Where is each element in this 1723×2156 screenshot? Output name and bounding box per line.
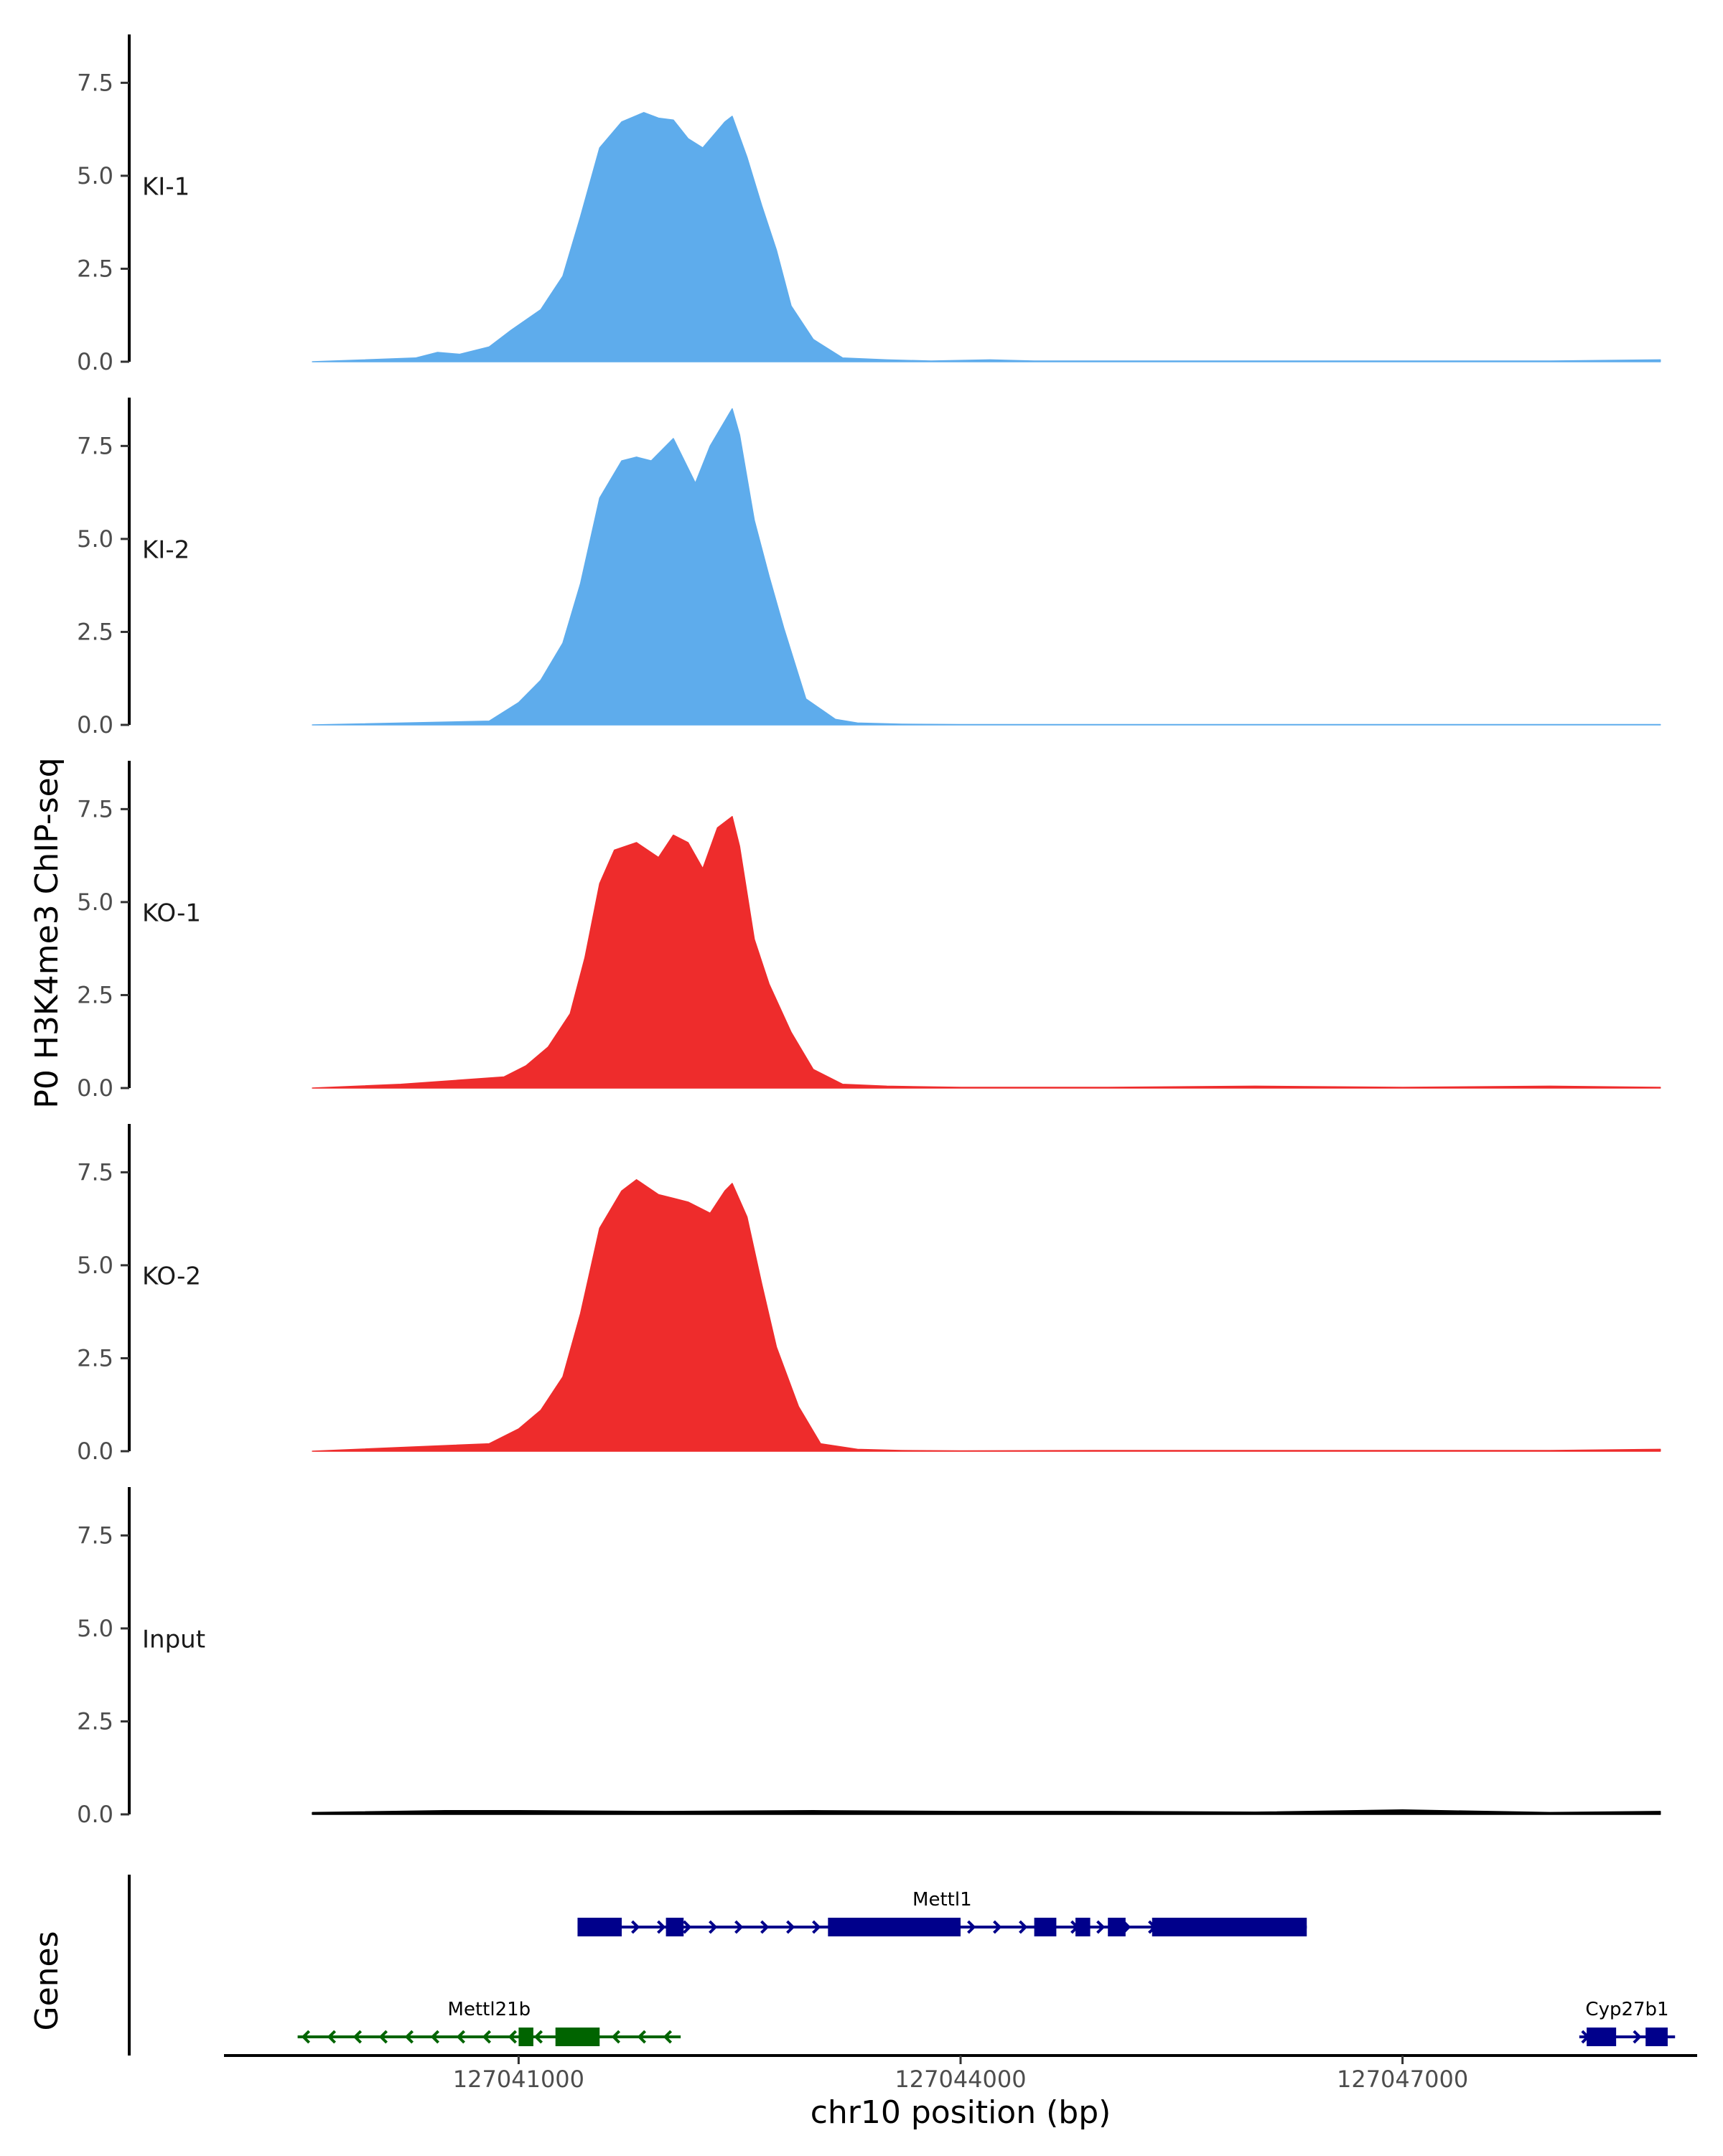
gene-mettl1: Mettl1 xyxy=(577,1889,1307,1936)
strand-arrow xyxy=(1633,2030,1642,2044)
track-label: KI-1 xyxy=(142,172,190,201)
y-tick-label: 7.5 xyxy=(77,432,113,459)
x-axis-title: chr10 position (bp) xyxy=(811,2094,1111,2131)
gene-exon xyxy=(1645,2028,1668,2046)
strand-arrow xyxy=(760,1920,770,1934)
gene-exon xyxy=(1034,1918,1057,1936)
track-label: KO-2 xyxy=(142,1262,201,1290)
strand-arrow xyxy=(327,2030,337,2044)
gene-exon xyxy=(1108,1918,1126,1936)
y-tick-label: 5.0 xyxy=(77,1615,113,1642)
strand-arrow xyxy=(786,1920,795,1934)
x-tick-label: 127047000 xyxy=(1337,2066,1468,2093)
y-tick-label: 7.5 xyxy=(77,69,113,96)
strand-arrow xyxy=(709,1920,718,1934)
y-tick-label: 0.0 xyxy=(77,711,113,739)
track-label: KO-1 xyxy=(142,899,201,927)
strand-arrow xyxy=(967,1920,976,1934)
strand-arrow xyxy=(430,2030,440,2044)
track-ki-2: 0.0 2.5 5.0 7.5 KI-2 xyxy=(77,398,1661,739)
strand-arrow xyxy=(637,2030,647,2044)
y-tick-label: 7.5 xyxy=(77,1522,113,1549)
strand-arrow xyxy=(533,2030,543,2044)
y-tick-label: 2.5 xyxy=(77,1707,113,1735)
y-tick-label: 5.0 xyxy=(77,525,113,553)
x-tick-label: 127041000 xyxy=(453,2066,584,2093)
gene-exon xyxy=(518,2028,533,2046)
y-tick-label: 0.0 xyxy=(77,348,113,375)
strand-arrow xyxy=(404,2030,414,2044)
strand-arrow xyxy=(508,2030,518,2044)
gene-exon xyxy=(1587,2028,1617,2046)
track-ko-1: 0.0 2.5 5.0 7.5 KO-1 xyxy=(77,761,1661,1102)
strand-arrow xyxy=(993,1920,1002,1934)
signal-area xyxy=(312,815,1661,1089)
track-ki-1: 0.0 2.5 5.0 7.5 KI-1 xyxy=(77,34,1661,375)
strand-arrow xyxy=(1096,1920,1106,1934)
strand-arrow xyxy=(683,1920,692,1934)
x-tick-label: 127044000 xyxy=(895,2066,1026,2093)
strand-arrow xyxy=(734,1920,744,1934)
gene-label: Mettl1 xyxy=(912,1889,972,1911)
gene-exon xyxy=(555,2028,600,2046)
strand-arrow xyxy=(657,1920,666,1934)
y-tick-label: 2.5 xyxy=(77,255,113,282)
strand-arrow xyxy=(378,2030,388,2044)
y-tick-label: 5.0 xyxy=(77,162,113,189)
signal-area xyxy=(312,112,1661,362)
gene-exon xyxy=(666,1918,684,1936)
track-ko-2: 0.0 2.5 5.0 7.5 KO-2 xyxy=(77,1124,1661,1465)
y-tick-label: 5.0 xyxy=(77,1252,113,1279)
track-label: KI-2 xyxy=(142,535,190,564)
strand-arrow xyxy=(663,2030,673,2044)
gene-exon xyxy=(1075,1918,1091,1936)
y-tick-label: 0.0 xyxy=(77,1801,113,1828)
x-axis: 127041000 127044000 127047000 xyxy=(224,2054,1697,2093)
gene-exon xyxy=(1152,1918,1307,1936)
y-tick-label: 0.0 xyxy=(77,1074,113,1102)
y-tick-label: 0.0 xyxy=(77,1438,113,1465)
strand-arrow xyxy=(611,2030,621,2044)
y-tick-label: 2.5 xyxy=(77,981,113,1008)
y-tick-label: 2.5 xyxy=(77,1344,113,1372)
strand-arrow xyxy=(812,1920,821,1934)
signal-tracks: 0.0 2.5 5.0 7.5 KI-1 0.0 2.5 5.0 7.5 KI-2 0.0 2.5 5.… xyxy=(77,34,1661,1828)
strand-arrow xyxy=(482,2030,492,2044)
y-tick-label: 7.5 xyxy=(77,1158,113,1186)
track-input: 0.0 2.5 5.0 7.5 Input xyxy=(77,1487,1661,1828)
strand-arrow xyxy=(1019,1920,1028,1934)
strand-arrow xyxy=(352,2030,363,2044)
gene-label: Cyp27b1 xyxy=(1585,1999,1668,2020)
strand-arrow xyxy=(631,1920,640,1934)
track-label: Input xyxy=(142,1625,205,1654)
signal-area xyxy=(312,1178,1661,1452)
gene-cyp27b1: Cyp27b1 xyxy=(1579,1999,1676,2046)
gene-mettl21b: Mettl21b xyxy=(297,1999,681,2046)
gene-exon xyxy=(828,1918,961,1936)
y-tick-label: 5.0 xyxy=(77,889,113,916)
y-tick-label: 7.5 xyxy=(77,795,113,822)
signal-area xyxy=(312,408,1661,726)
gene-track-title: Genes xyxy=(29,1931,65,2030)
signal-area xyxy=(312,1809,1661,1815)
strand-arrow xyxy=(456,2030,466,2044)
strand-arrow xyxy=(301,2030,311,2044)
gene-label: Mettl21b xyxy=(448,1999,531,2020)
gene-track: Mettl1 Mettl21b Cyp27b1 xyxy=(128,1875,1676,2056)
gene-exon xyxy=(577,1918,622,1936)
y-axis-title: P0 H3K4me3 ChIP-seq xyxy=(29,757,65,1108)
y-tick-label: 2.5 xyxy=(77,618,113,645)
